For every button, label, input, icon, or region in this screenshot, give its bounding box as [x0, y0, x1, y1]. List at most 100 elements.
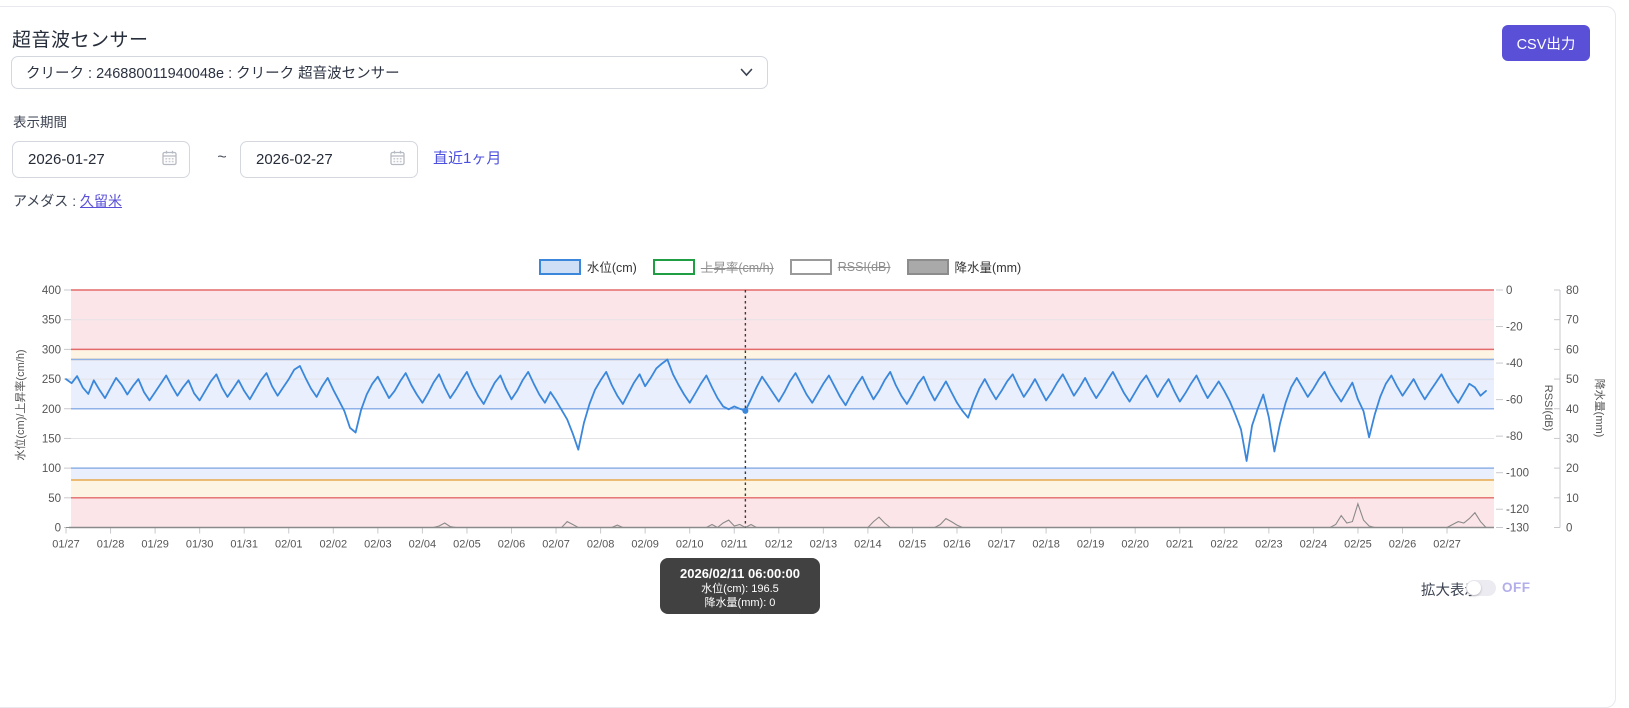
date-range-separator: ~: [217, 149, 227, 166]
end-date-input[interactable]: 2026-02-27: [240, 141, 418, 178]
legend-item-rise-rate[interactable]: 上昇率(cm/h): [652, 257, 774, 276]
x-axis-tick: 02/12: [765, 539, 793, 551]
x-axis-tick: 02/07: [542, 539, 570, 551]
x-axis-tick: 02/18: [1032, 539, 1060, 551]
rssi-tick: -100: [1506, 468, 1529, 480]
x-axis-tick: 01/31: [230, 539, 258, 551]
calendar-icon[interactable]: [390, 150, 405, 170]
precip-tick: 10: [1566, 493, 1579, 505]
legend-item-rssi[interactable]: RSSI(dB): [789, 258, 891, 275]
tooltip-precipitation: 降水量(mm): 0: [704, 597, 776, 609]
y-left-tick: 50: [48, 493, 61, 505]
precip-tick: 30: [1566, 433, 1579, 445]
legend-label: 水位(cm): [586, 261, 637, 275]
end-date-value: 2026-02-27: [256, 151, 333, 168]
y-left-tick: 350: [42, 315, 61, 327]
x-axis-tick: 02/13: [810, 539, 838, 551]
legend-label: 上昇率(cm/h): [700, 261, 774, 275]
chart-tooltip: 2026/02/11 06:00:00 水位(cm): 196.5 降水量(mm…: [660, 558, 820, 614]
legend-label: 降水量(mm): [954, 261, 1022, 275]
x-axis-tick: 02/14: [854, 539, 882, 551]
x-axis-tick: 01/28: [97, 539, 125, 551]
last-month-link[interactable]: 直近1ヶ月: [433, 150, 502, 167]
legend-label: RSSI(dB): [837, 259, 891, 274]
rssi-tick: -80: [1506, 431, 1523, 443]
rise-rate-swatch: [652, 258, 695, 275]
rssi-tick: -20: [1506, 322, 1523, 334]
precip-axis-title: 降水量(mm): [1593, 379, 1607, 438]
amedas-label: アメダス :: [13, 193, 77, 209]
y-left-tick: 250: [42, 374, 61, 386]
y-left-axis-title: 水位(cm)/上昇率(cm/h): [13, 349, 27, 460]
amedas-row: アメダス : 久留米: [13, 191, 122, 211]
period-label: 表示期間: [13, 115, 67, 130]
rssi-swatch: [789, 258, 832, 275]
chart-legend: 水位(cm) 上昇率(cm/h) RSSI(dB) 降水量(mm): [66, 257, 1494, 276]
rssi-tick: -60: [1506, 395, 1523, 407]
calendar-icon[interactable]: [162, 150, 177, 170]
threshold-band: [71, 480, 1494, 498]
x-axis-tick: 02/21: [1166, 539, 1194, 551]
y-left-tick: 400: [42, 285, 61, 297]
x-axis-tick: 02/06: [498, 539, 526, 551]
zoom-toggle-label: 拡大表示: [1421, 583, 1479, 599]
x-axis-tick: 02/17: [988, 539, 1016, 551]
sensor-select[interactable]: クリーク : 246880011940048e : クリーク 超音波センサー: [11, 56, 768, 89]
y-left-tick: 200: [42, 404, 61, 416]
x-axis-tick: 02/09: [631, 539, 659, 551]
chevron-down-icon: [740, 65, 753, 81]
x-axis-tick: 02/10: [676, 539, 704, 551]
x-axis-tick: 02/03: [364, 539, 392, 551]
sensor-chart[interactable]: 050100150200250300350400水位(cm)/上昇率(cm/h)…: [0, 0, 1629, 652]
precip-tick: 40: [1566, 404, 1579, 416]
x-axis-tick: 02/27: [1433, 539, 1461, 551]
rssi-tick: -40: [1506, 358, 1523, 370]
precip-tick: 20: [1566, 463, 1579, 475]
legend-item-precipitation[interactable]: 降水量(mm): [906, 257, 1022, 276]
sensor-select-value: クリーク : 246880011940048e : クリーク 超音波センサー: [26, 66, 400, 82]
amedas-station-link[interactable]: 久留米: [79, 193, 122, 209]
x-axis-tick: 01/30: [186, 539, 214, 551]
x-axis-tick: 02/11: [721, 539, 748, 551]
x-axis-tick: 02/08: [587, 539, 615, 551]
hovered-point: [742, 407, 749, 414]
water-level-swatch: [538, 258, 581, 275]
precipitation-line: [66, 502, 1487, 529]
threshold-band: [71, 349, 1494, 360]
start-date-input[interactable]: 2026-01-27: [12, 141, 190, 178]
csv-export-button[interactable]: CSV出力: [1502, 25, 1590, 61]
x-axis-tick: 02/24: [1300, 539, 1328, 551]
legend-item-water-level[interactable]: 水位(cm): [538, 257, 637, 276]
y-left-tick: 100: [42, 463, 61, 475]
threshold-band: [71, 497, 1494, 528]
x-axis-tick: 02/01: [275, 539, 303, 551]
x-axis-tick: 02/04: [409, 539, 437, 551]
precip-tick: 80: [1566, 285, 1579, 297]
x-axis-tick: 02/16: [943, 539, 971, 551]
y-left-tick: 0: [55, 523, 61, 535]
y-left-tick: 150: [42, 433, 61, 445]
x-axis-tick: 02/02: [320, 539, 348, 551]
threshold-band: [71, 468, 1494, 480]
x-axis-tick: 02/05: [453, 539, 481, 551]
precipitation-swatch: [906, 258, 949, 275]
y-left-tick: 300: [42, 344, 61, 356]
x-axis-tick: 02/26: [1389, 539, 1417, 551]
x-axis-tick: 02/23: [1255, 539, 1283, 551]
zoom-toggle-state: OFF: [1502, 580, 1531, 595]
zoom-toggle-switch[interactable]: [1466, 580, 1496, 596]
toggle-knob: [1467, 581, 1481, 595]
x-axis-tick: 02/20: [1121, 539, 1149, 551]
page-title: 超音波センサー: [12, 30, 149, 51]
precip-tick: 50: [1566, 374, 1579, 386]
water-level-line: [65, 358, 1487, 462]
x-axis-tick: 02/15: [899, 539, 927, 551]
rssi-tick: 0: [1506, 285, 1512, 297]
tooltip-datetime: 2026/02/11 06:00:00: [680, 566, 800, 581]
precip-tick: 60: [1566, 344, 1579, 356]
x-axis-tick: 02/25: [1344, 539, 1372, 551]
precip-tick: 0: [1566, 523, 1572, 535]
precip-tick: 70: [1566, 315, 1579, 327]
x-axis-tick: 01/29: [141, 539, 169, 551]
start-date-value: 2026-01-27: [28, 151, 105, 168]
